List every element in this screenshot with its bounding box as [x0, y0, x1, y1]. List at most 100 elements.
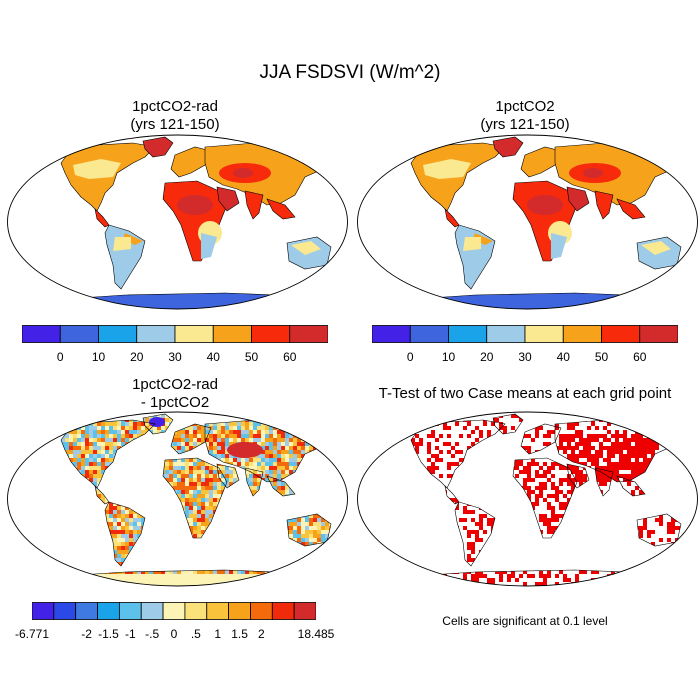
- diff-cell: [161, 426, 165, 430]
- diff-cell: [185, 426, 189, 430]
- sig-cell: [427, 434, 431, 438]
- diff-cell: [309, 534, 313, 538]
- sig-cell: [483, 514, 487, 518]
- sig-cell: [399, 418, 403, 422]
- diff-cell: [93, 410, 97, 414]
- diff-cell: [89, 462, 93, 466]
- diff-cell: [205, 466, 209, 470]
- diff-cell: [321, 546, 325, 550]
- diff-cell: [321, 570, 325, 574]
- diff-cell: [225, 442, 229, 446]
- sig-cell: [475, 438, 479, 442]
- sig-cell: [575, 478, 579, 482]
- diff-cell: [97, 414, 101, 418]
- sig-cell: [379, 422, 383, 426]
- sig-cell: [623, 430, 627, 434]
- diff-cell: [113, 542, 117, 546]
- diff-cell: [289, 466, 293, 470]
- diff-cell: [293, 466, 297, 470]
- diff-cell: [125, 522, 129, 526]
- diff-cell: [193, 478, 197, 482]
- sig-cell: [667, 422, 671, 426]
- sig-cell: [635, 446, 639, 450]
- diff-cell: [285, 418, 289, 422]
- diff-cell: [73, 578, 77, 582]
- sig-cell: [427, 442, 431, 446]
- diff-cell: [5, 566, 9, 570]
- diff-cell: [261, 442, 265, 446]
- sig-cell: [691, 426, 695, 430]
- diff-cell: [25, 570, 29, 574]
- diff-cell: [349, 446, 350, 450]
- diff-cell: [349, 538, 350, 542]
- diff-cell: [93, 450, 97, 454]
- diff-cell: [25, 578, 29, 582]
- diff-cell: [117, 522, 121, 526]
- sig-cell: [591, 422, 595, 426]
- sig-cell: [539, 474, 543, 478]
- diff-cell: [341, 530, 345, 534]
- diff-cell: [305, 530, 309, 534]
- diff-cell: [225, 422, 229, 426]
- sig-cell: [455, 442, 459, 446]
- diff-cell: [225, 478, 229, 482]
- diff-cell: [101, 414, 105, 418]
- sig-cell: [555, 514, 559, 518]
- diff-cell: [205, 486, 209, 490]
- sig-cell: [571, 466, 575, 470]
- diff-cell: [273, 434, 277, 438]
- diff-cell: [217, 434, 221, 438]
- sig-cell: [631, 418, 635, 422]
- sig-cell: [567, 490, 571, 494]
- diff-cell: [245, 410, 249, 414]
- diff-cell: [81, 578, 85, 582]
- sig-cell: [527, 490, 531, 494]
- diff-cell: [113, 422, 117, 426]
- diff-cell: [93, 466, 97, 470]
- coast-europe: [170, 423, 212, 455]
- sig-cell: [379, 446, 383, 450]
- diff-cell: [209, 446, 213, 450]
- diff-cell: [329, 558, 331, 562]
- diff-cell: [189, 474, 193, 478]
- sig-cell: [651, 454, 655, 458]
- diff-cell: [349, 570, 350, 574]
- diff-cell: [305, 570, 309, 574]
- diff-cell: [285, 458, 289, 462]
- sig-cell: [355, 454, 359, 458]
- diff-cell: [297, 462, 301, 466]
- diff-cell: [21, 570, 25, 574]
- sig-cell: [587, 458, 591, 462]
- diff-cell: [53, 570, 57, 574]
- diff-cell: [201, 478, 205, 482]
- band-north-america-yellow: [73, 159, 121, 179]
- diff-cell: [197, 430, 201, 434]
- diff-cell: [169, 418, 173, 422]
- diff-cell: [37, 422, 41, 426]
- diff-cell: [9, 418, 13, 422]
- diff-cell: [89, 418, 93, 422]
- sig-cell: [423, 418, 427, 422]
- diff-cell: [273, 410, 277, 414]
- diff-cell: [35, 442, 37, 446]
- diff-cell: [289, 490, 293, 494]
- diff-cell: [305, 430, 309, 434]
- diff-cell: [133, 426, 137, 430]
- diff-cell: [109, 514, 113, 518]
- diff-cell: [329, 574, 331, 578]
- diff-cell: [261, 462, 265, 466]
- diff-cell: [29, 434, 33, 438]
- sig-cell: [655, 414, 659, 418]
- sig-cell: [463, 510, 467, 514]
- diff-cell: [69, 418, 73, 422]
- diff-cell: [245, 474, 249, 478]
- diff-cell: [333, 426, 337, 430]
- diff-cell: [245, 434, 249, 438]
- diff-cell: [21, 442, 25, 446]
- diff-cell: [345, 438, 349, 442]
- diff-cell: [205, 570, 209, 574]
- diff-cell: [341, 410, 345, 414]
- diff-cell: [29, 562, 33, 566]
- sig-cell: [527, 434, 531, 438]
- diff-cell: [109, 438, 113, 442]
